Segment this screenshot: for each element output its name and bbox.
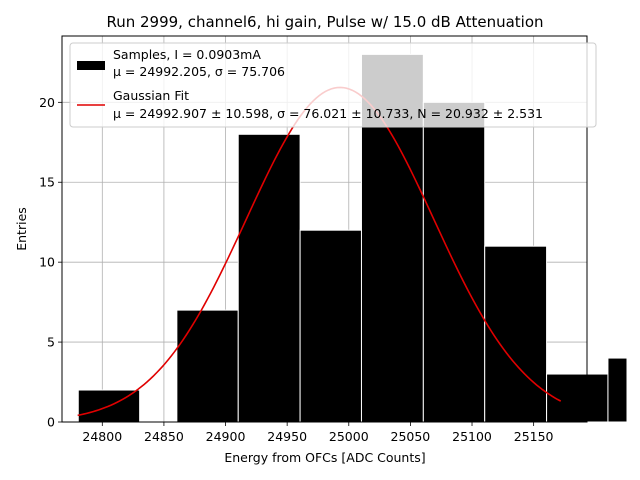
x-tick-label: 25100 [452, 429, 492, 444]
x-axis-ticks: 24800 24850 24900 24950 25000 25050 25100 25150 [82, 422, 554, 444]
legend-samples-swatch [77, 61, 105, 70]
legend-samples-label: Samples, I = 0.0903mA [113, 47, 261, 62]
histogram-bar [176, 309, 239, 423]
x-tick-label: 24900 [206, 429, 246, 444]
x-tick-label: 25050 [391, 429, 431, 444]
x-tick-label: 24800 [82, 429, 122, 444]
y-axis-ticks: 0 5 10 15 20 [39, 95, 62, 430]
y-tick-label: 15 [39, 175, 55, 190]
y-tick-label: 10 [39, 255, 55, 270]
legend-box [69, 42, 597, 128]
histogram-bar [299, 229, 362, 423]
y-tick-label: 20 [39, 95, 55, 110]
legend: Samples, I = 0.0903mA μ = 24992.205, σ =… [69, 42, 597, 128]
chart-title: Run 2999, channel6, hi gain, Pulse w/ 15… [106, 13, 543, 31]
y-axis-label: Entries [14, 207, 29, 251]
x-tick-label: 24950 [267, 429, 307, 444]
legend-fit-label: Gaussian Fit [113, 88, 189, 103]
y-tick-label: 0 [47, 415, 55, 430]
x-tick-label: 25000 [329, 429, 369, 444]
y-tick-label: 5 [47, 335, 55, 350]
legend-samples-stats: μ = 24992.205, σ = 75.706 [113, 64, 285, 79]
x-tick-label: 24850 [144, 429, 184, 444]
histogram-bar [237, 133, 301, 423]
plot-frame [61, 35, 588, 423]
histogram-bar [484, 245, 548, 423]
x-tick-label: 25150 [514, 429, 554, 444]
x-axis-label: Energy from OFCs [ADC Counts] [224, 450, 425, 465]
legend-fit-stats: μ = 24992.907 ± 10.598, σ = 76.021 ± 10.… [113, 106, 543, 121]
histogram-bar [607, 357, 628, 423]
